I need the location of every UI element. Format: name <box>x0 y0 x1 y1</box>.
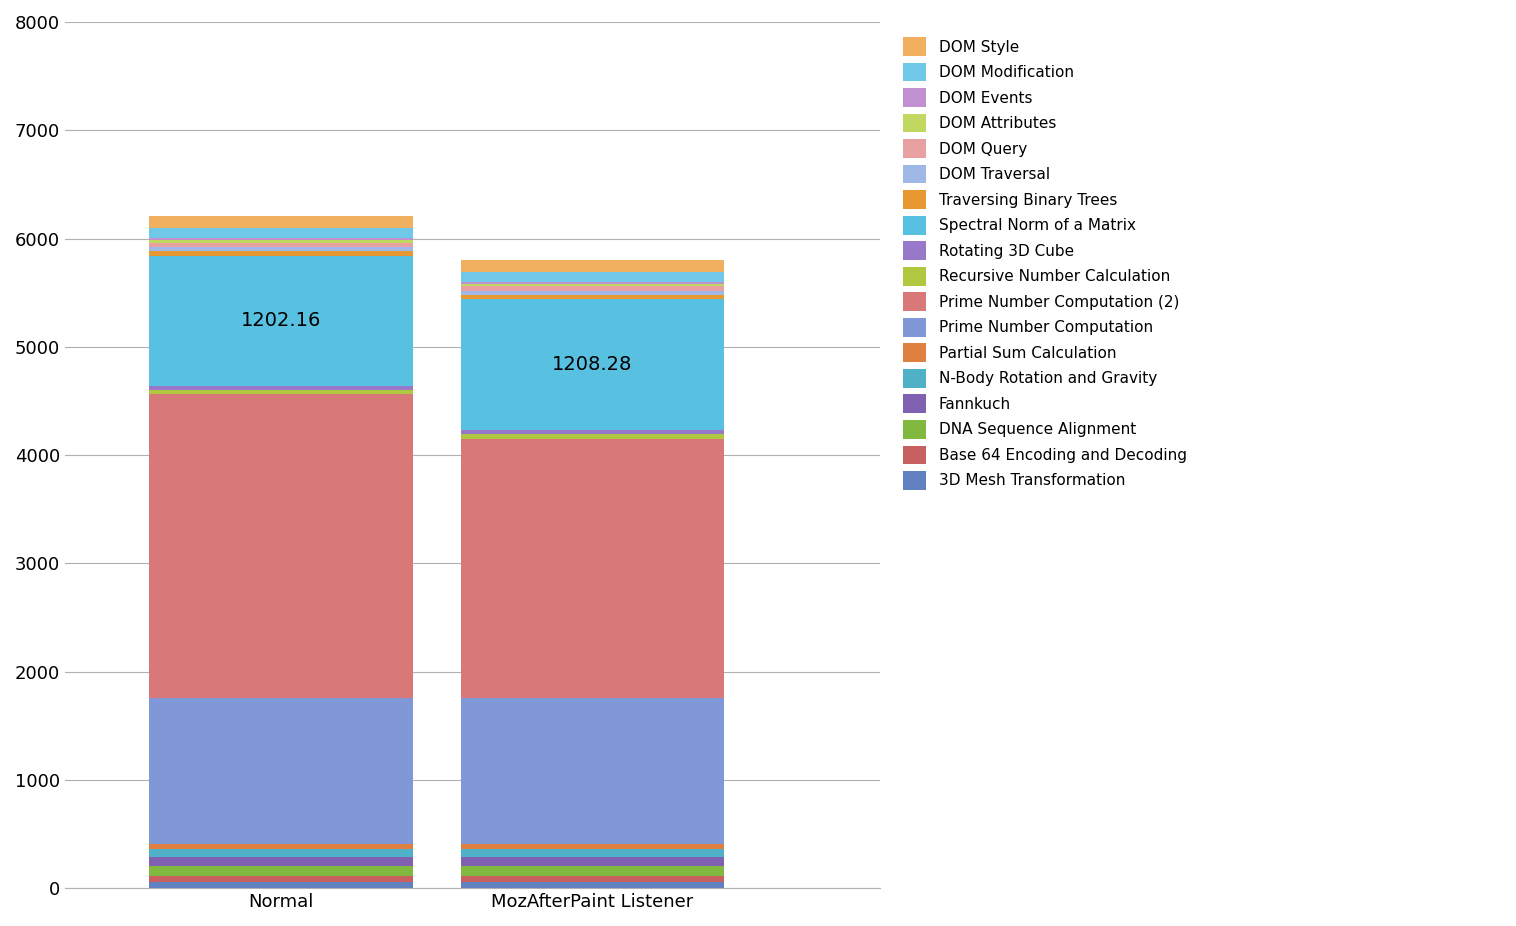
Bar <box>461 260 725 272</box>
Bar <box>461 848 725 857</box>
Bar <box>461 434 725 439</box>
Bar <box>461 283 725 286</box>
Bar <box>149 238 412 240</box>
Bar <box>461 439 725 697</box>
Bar <box>461 866 725 876</box>
Bar <box>461 697 725 844</box>
Bar <box>461 844 725 848</box>
Text: 1208.28: 1208.28 <box>552 356 632 374</box>
Bar <box>149 390 412 394</box>
Bar <box>149 844 412 848</box>
Bar <box>461 295 725 299</box>
Bar <box>461 431 725 434</box>
Bar <box>149 256 412 386</box>
Bar <box>149 394 412 697</box>
Bar <box>461 299 725 431</box>
Bar <box>149 848 412 857</box>
Bar <box>461 286 725 291</box>
Bar <box>149 228 412 238</box>
Bar <box>149 251 412 256</box>
Bar <box>461 282 725 283</box>
Bar <box>149 240 412 243</box>
Bar <box>149 386 412 390</box>
Legend: DOM Style, DOM Modification, DOM Events, DOM Attributes, DOM Query, DOM Traversa: DOM Style, DOM Modification, DOM Events,… <box>896 30 1195 497</box>
Bar <box>149 697 412 844</box>
Bar <box>149 243 412 247</box>
Text: 1202.16: 1202.16 <box>241 311 321 331</box>
Bar <box>149 882 412 888</box>
Bar <box>461 876 725 882</box>
Bar <box>461 291 725 295</box>
Bar <box>149 247 412 251</box>
Bar <box>149 876 412 882</box>
Bar <box>461 857 725 866</box>
Bar <box>149 857 412 866</box>
Bar <box>149 866 412 876</box>
Bar <box>461 272 725 282</box>
Bar <box>461 882 725 888</box>
Bar <box>149 217 412 228</box>
